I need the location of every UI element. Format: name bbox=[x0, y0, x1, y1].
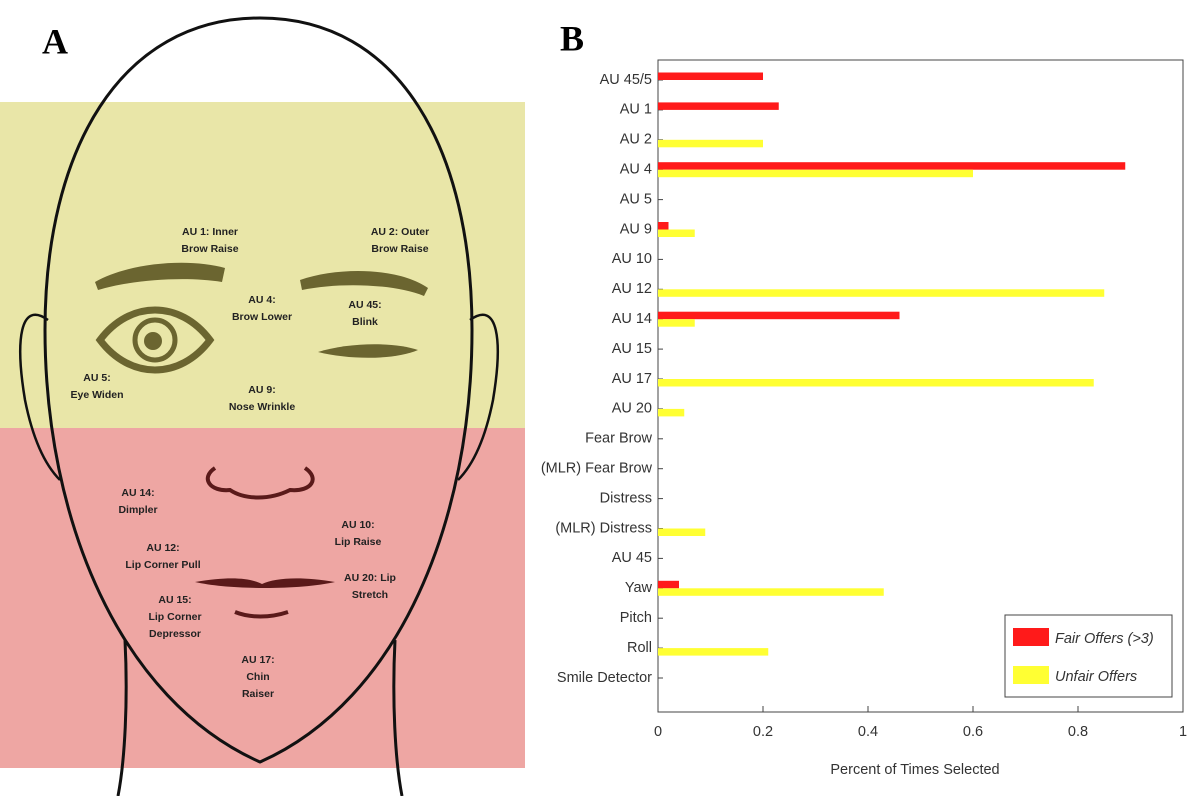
neck-right bbox=[392, 639, 404, 796]
y-tick-label: AU 14 bbox=[612, 311, 652, 327]
panel-label: A bbox=[42, 21, 68, 61]
y-tick-label: AU 9 bbox=[620, 221, 652, 237]
bar bbox=[658, 311, 900, 320]
legend-label: Unfair Offers bbox=[1055, 669, 1137, 685]
y-tick-label: Fear Brow bbox=[585, 431, 652, 447]
bar bbox=[658, 648, 769, 656]
bar bbox=[658, 139, 763, 148]
bar bbox=[658, 528, 706, 536]
annotation: AU 9: bbox=[248, 384, 275, 396]
bar bbox=[658, 588, 884, 596]
iris bbox=[132, 317, 178, 363]
annotation: AU 45: bbox=[348, 299, 381, 311]
bar bbox=[658, 222, 669, 230]
annotation: AU 1: Inner bbox=[182, 226, 238, 238]
y-tick-label: AU 17 bbox=[612, 371, 652, 387]
bar bbox=[658, 169, 973, 178]
y-tick-label: AU 1 bbox=[620, 102, 652, 118]
face-outline bbox=[43, 16, 474, 764]
annotation: Brow Raise bbox=[181, 243, 238, 255]
bar bbox=[658, 162, 1126, 170]
annotation: AU 12: bbox=[146, 542, 179, 554]
bar bbox=[658, 379, 1094, 387]
annotation: Lip Raise bbox=[335, 536, 382, 548]
mouth bbox=[195, 578, 335, 588]
right-eyebrow bbox=[300, 270, 428, 296]
y-tick-label: (MLR) Distress bbox=[555, 520, 652, 536]
annotation: AU 2: Outer bbox=[371, 226, 429, 238]
y-tick-label: AU 45 bbox=[612, 550, 652, 566]
lower-region bbox=[0, 428, 525, 768]
annotation: Dimpler bbox=[118, 504, 157, 516]
y-tick-label: AU 20 bbox=[612, 401, 652, 417]
x-tick-label: 0.2 bbox=[753, 724, 773, 740]
bar bbox=[658, 102, 779, 110]
left-eye bbox=[95, 306, 215, 374]
panel-label: B bbox=[560, 18, 584, 58]
annotation: AU 20: Lip bbox=[344, 572, 396, 584]
y-tick-label: AU 15 bbox=[612, 341, 652, 357]
annotation: Lip Corner Pull bbox=[125, 559, 200, 571]
neck-left bbox=[116, 639, 128, 796]
annotation: Lip Corner bbox=[148, 611, 201, 623]
y-tick-label: AU 2 bbox=[620, 132, 652, 148]
x-tick-label: 0.8 bbox=[1068, 724, 1088, 740]
bar bbox=[658, 289, 1105, 297]
annotation: AU 14: bbox=[121, 487, 154, 499]
legend-label: Fair Offers (>3) bbox=[1055, 631, 1154, 647]
x-tick-label: 0.4 bbox=[858, 724, 878, 740]
left-eyebrow bbox=[95, 262, 225, 290]
annotation: AU 5: bbox=[83, 372, 110, 384]
x-tick-label: 0.6 bbox=[963, 724, 983, 740]
legend-swatch bbox=[1013, 666, 1049, 684]
nose bbox=[205, 466, 315, 500]
annotation: Blink bbox=[352, 316, 378, 328]
annotation: AU 15: bbox=[158, 594, 191, 606]
y-tick-label: AU 10 bbox=[612, 251, 652, 267]
y-tick-label: (MLR) Fear Brow bbox=[541, 461, 653, 477]
right-ear bbox=[457, 313, 499, 481]
lower-lip bbox=[234, 610, 289, 619]
x-axis-label: Percent of Times Selected bbox=[830, 762, 999, 778]
annotation: AU 17: bbox=[241, 654, 274, 666]
annotation: Nose Wrinkle bbox=[229, 401, 295, 413]
y-tick-label: AU 4 bbox=[620, 162, 652, 178]
annotation: Chin bbox=[246, 671, 269, 683]
y-tick-label: Smile Detector bbox=[557, 670, 652, 686]
y-tick-label: Roll bbox=[627, 640, 652, 656]
left-ear bbox=[19, 313, 61, 481]
x-tick-label: 1 bbox=[1179, 724, 1187, 740]
y-tick-label: Yaw bbox=[625, 580, 653, 596]
annotation: AU 4: bbox=[248, 294, 275, 306]
annotation: Eye Widen bbox=[70, 389, 123, 401]
bar bbox=[658, 319, 695, 327]
annotation: Depressor bbox=[149, 628, 201, 640]
panel-a: A bbox=[0, 16, 525, 796]
upper-region bbox=[0, 102, 525, 428]
bar bbox=[658, 72, 763, 80]
legend-swatch bbox=[1013, 628, 1049, 646]
annotation: Brow Raise bbox=[371, 243, 428, 255]
y-tick-label: AU 45/5 bbox=[600, 72, 652, 88]
bar bbox=[658, 229, 695, 237]
y-tick-label: AU 5 bbox=[620, 191, 652, 207]
y-tick-label: Pitch bbox=[620, 610, 652, 626]
y-tick-label: AU 12 bbox=[612, 281, 652, 297]
annotation: Stretch bbox=[352, 589, 388, 601]
closed-eye bbox=[318, 344, 418, 358]
bar bbox=[658, 408, 685, 417]
y-tick-label: Distress bbox=[600, 490, 652, 506]
annotation: Raiser bbox=[242, 688, 274, 700]
pupil bbox=[144, 332, 162, 350]
bar bbox=[658, 580, 679, 589]
x-tick-label: 0 bbox=[654, 724, 662, 740]
annotation: Brow Lower bbox=[232, 311, 292, 323]
annotation: AU 10: bbox=[341, 519, 374, 531]
